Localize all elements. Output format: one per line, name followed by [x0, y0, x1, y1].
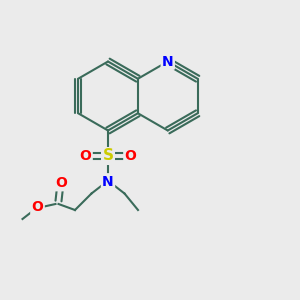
- Text: O: O: [80, 149, 92, 163]
- Text: S: S: [103, 148, 113, 164]
- Text: N: N: [102, 175, 114, 188]
- Text: O: O: [32, 200, 44, 214]
- Text: N: N: [162, 55, 174, 68]
- Text: O: O: [124, 149, 136, 163]
- Text: O: O: [56, 176, 68, 190]
